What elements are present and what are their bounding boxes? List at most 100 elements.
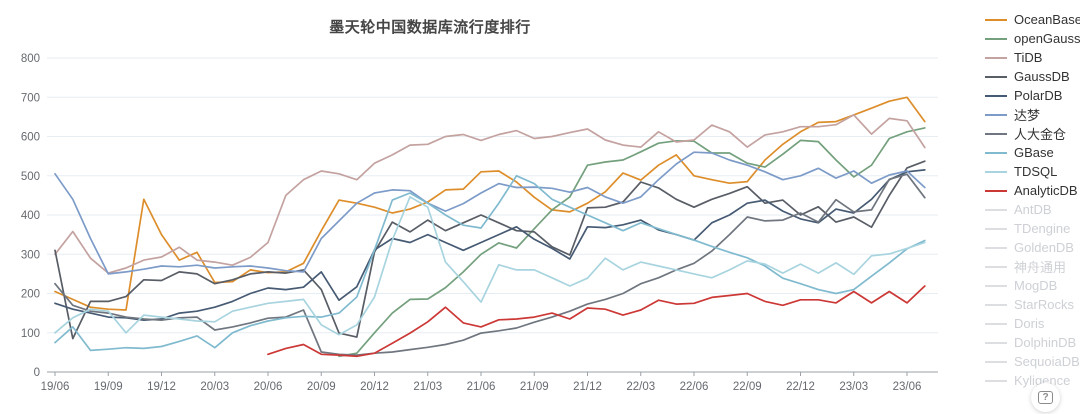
x-tick-label-22/12: 22/12 <box>786 381 815 393</box>
legend-swatch <box>985 18 1007 21</box>
x-tick-label-23/06: 23/06 <box>893 381 922 393</box>
legend-swatch <box>985 75 1007 78</box>
legend-item-AnalyticDB[interactable]: AnalyticDB <box>985 181 1080 200</box>
legend-swatch <box>985 56 1007 59</box>
legend-swatch <box>985 360 1007 363</box>
legend-swatch <box>985 284 1007 287</box>
y-tick-label-0: 0 <box>34 367 40 379</box>
x-tick-label-19/06: 19/06 <box>41 381 70 393</box>
question-mark-icon: ? <box>1038 391 1053 404</box>
legend-label: OceanBase <box>1014 12 1080 27</box>
legend-swatch <box>985 151 1007 154</box>
legend-item-TDengine[interactable]: TDengine <box>985 219 1080 238</box>
x-tick-label-21/03: 21/03 <box>413 381 442 393</box>
legend-item-GBase[interactable]: GBase <box>985 143 1080 162</box>
x-tick-label-22/09: 22/09 <box>733 381 762 393</box>
x-tick-label-19/12: 19/12 <box>147 381 176 393</box>
legend-swatch <box>985 37 1007 40</box>
legend-label: AntDB <box>1014 202 1052 217</box>
legend-item-人大金仓[interactable]: 人大金仓 <box>985 124 1080 143</box>
series-line-PolarDB[interactable] <box>54 169 926 322</box>
x-tick-label-19/09: 19/09 <box>94 381 123 393</box>
y-tick-label-700: 700 <box>21 92 40 104</box>
legend-swatch <box>985 303 1007 306</box>
legend-item-GaussDB[interactable]: GaussDB <box>985 67 1080 86</box>
legend-item-TiDB[interactable]: TiDB <box>985 48 1080 67</box>
chart-title: 墨天轮中国数据库流行度排行 <box>329 19 531 36</box>
legend-item-MogDB[interactable]: MogDB <box>985 276 1080 295</box>
x-tick-label-20/06: 20/06 <box>254 381 283 393</box>
x-tick-label-20/12: 20/12 <box>360 381 389 393</box>
series-line-OceanBase[interactable] <box>54 96 926 311</box>
legend-item-Kyligence[interactable]: Kyligence <box>985 371 1080 390</box>
legend-item-SequoiaDB[interactable]: SequoiaDB <box>985 352 1080 371</box>
legend-item-OceanBase[interactable]: OceanBase <box>985 10 1080 29</box>
legend-label: GoldenDB <box>1014 240 1074 255</box>
legend-label: PolarDB <box>1014 88 1063 103</box>
legend-item-GoldenDB[interactable]: GoldenDB <box>985 238 1080 257</box>
legend-swatch <box>985 227 1007 230</box>
legend-label: AnalyticDB <box>1014 183 1078 198</box>
series-line-GBase[interactable] <box>54 174 926 352</box>
x-tick-label-21/09: 21/09 <box>520 381 549 393</box>
legend-label: StarRocks <box>1014 297 1074 312</box>
series-line-GaussDB[interactable] <box>54 160 926 340</box>
legend-label: GaussDB <box>1014 69 1070 84</box>
legend-label: GBase <box>1014 145 1054 160</box>
series-line-TiDB[interactable] <box>54 114 926 274</box>
legend-label: TDengine <box>1014 221 1071 236</box>
legend-label: Doris <box>1014 316 1045 331</box>
legend-swatch <box>985 246 1007 249</box>
x-tick-label-22/06: 22/06 <box>680 381 709 393</box>
series-line-AnalyticDB[interactable] <box>267 285 926 358</box>
legend-label: SequoiaDB <box>1014 354 1080 369</box>
y-tick-label-300: 300 <box>21 249 40 261</box>
series-line-达梦[interactable] <box>54 151 926 275</box>
legend-swatch <box>985 113 1007 116</box>
y-tick-label-600: 600 <box>21 132 40 144</box>
legend-item-达梦[interactable]: 达梦 <box>985 105 1080 124</box>
series-line-TDSQL[interactable] <box>54 196 926 336</box>
y-tick-label-400: 400 <box>21 210 40 222</box>
y-tick-label-200: 200 <box>21 289 40 301</box>
legend-swatch <box>985 189 1007 192</box>
legend-swatch <box>985 132 1007 135</box>
legend-item-StarRocks[interactable]: StarRocks <box>985 295 1080 314</box>
legend-item-DolphinDB[interactable]: DolphinDB <box>985 333 1080 352</box>
x-tick-label-22/03: 22/03 <box>626 381 655 393</box>
legend-label: 达梦 <box>1014 108 1041 123</box>
legend-swatch <box>985 94 1007 97</box>
legend-item-AntDB[interactable]: AntDB <box>985 200 1080 219</box>
legend-swatch <box>985 170 1007 173</box>
legend-item-神舟通用[interactable]: 神舟通用 <box>985 257 1080 276</box>
legend-item-PolarDB[interactable]: PolarDB <box>985 86 1080 105</box>
legend-item-openGauss[interactable]: openGauss <box>985 29 1080 48</box>
legend-label: DolphinDB <box>1014 335 1077 350</box>
x-tick-label-21/12: 21/12 <box>573 381 602 393</box>
legend-swatch <box>985 265 1007 268</box>
y-tick-label-500: 500 <box>21 171 40 183</box>
x-tick-label-21/06: 21/06 <box>467 381 496 393</box>
x-tick-label-20/03: 20/03 <box>200 381 229 393</box>
y-tick-label-800: 800 <box>21 53 40 65</box>
legend-swatch <box>985 379 1007 382</box>
legend-label: TDSQL <box>1014 164 1058 179</box>
legend-item-TDSQL[interactable]: TDSQL <box>985 162 1080 181</box>
legend-label: openGauss <box>1014 31 1080 46</box>
help-button[interactable]: ? <box>1031 383 1060 412</box>
legend-label: MogDB <box>1014 278 1058 293</box>
series-line-openGauss[interactable] <box>338 127 926 358</box>
legend-item-Doris[interactable]: Doris <box>985 314 1080 333</box>
legend-label: 人大金仓 <box>1014 127 1067 142</box>
legend-label: Kyligence <box>1014 373 1071 388</box>
chart-legend: OceanBase openGauss TiDB GaussDB PolarDB 达梦人大… <box>985 10 1080 390</box>
legend-swatch <box>985 208 1007 211</box>
legend-label: 神舟通用 <box>1014 260 1067 275</box>
y-tick-label-100: 100 <box>21 328 40 340</box>
legend-swatch <box>985 322 1007 325</box>
x-tick-label-20/09: 20/09 <box>307 381 336 393</box>
x-tick-label-23/03: 23/03 <box>839 381 868 393</box>
series-line-人大金仓[interactable] <box>54 173 926 356</box>
